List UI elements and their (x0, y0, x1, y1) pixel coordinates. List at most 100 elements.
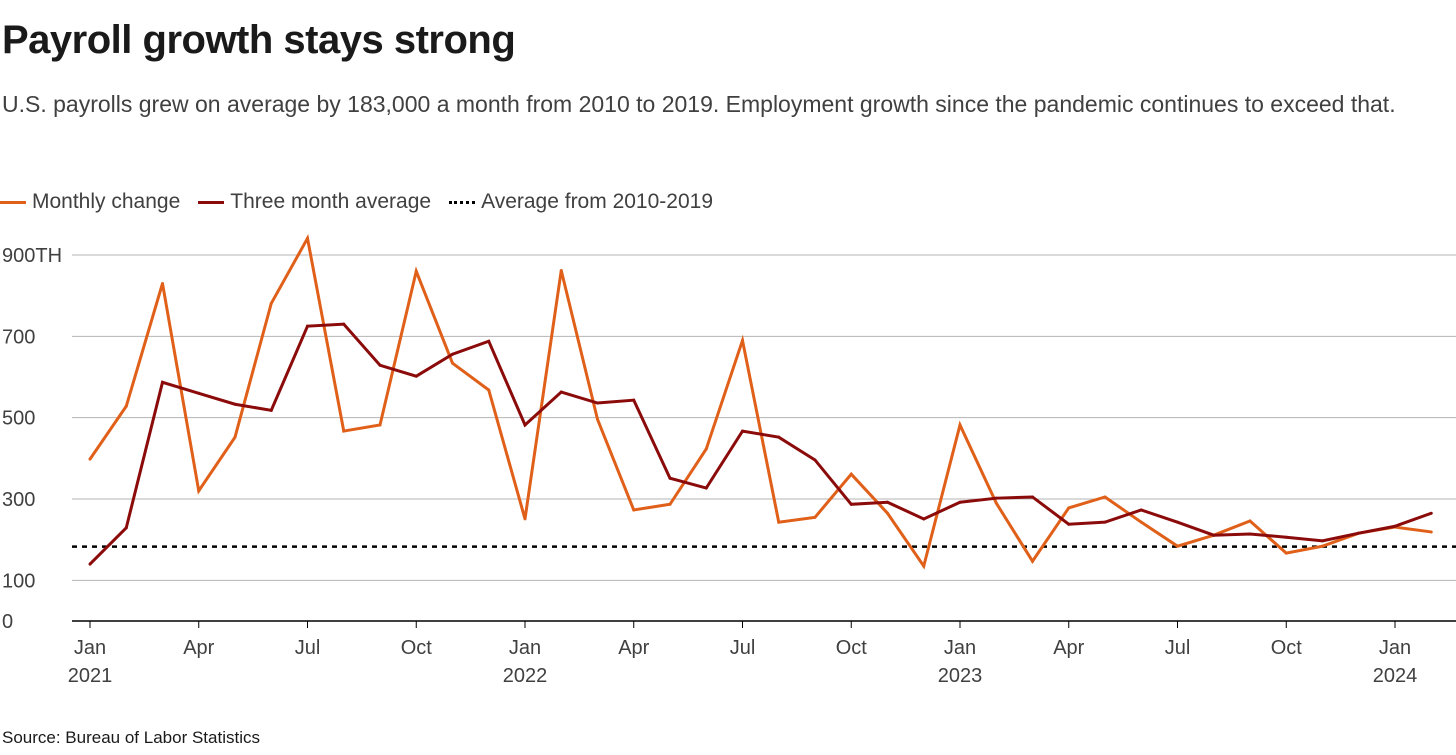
legend-item-three-month: Three month average (198, 190, 431, 214)
x-tick-label: Apr (1053, 637, 1084, 659)
three-month-average-point (559, 390, 563, 394)
y-tick-label: 300 (2, 489, 35, 511)
monthly-change-point (922, 564, 926, 568)
y-tick-label: 0 (2, 611, 13, 633)
monthly-change-point (124, 404, 128, 408)
chart-subtitle: U.S. payrolls grew on average by 183,000… (2, 91, 1396, 117)
monthly-change-point (704, 447, 708, 451)
three-month-average-point (704, 486, 708, 490)
monthly-change-point (487, 388, 491, 392)
three-month-average-point (1103, 520, 1107, 524)
three-month-average-point (922, 517, 926, 521)
chart-title: Payroll growth stays strong (2, 18, 516, 62)
three-month-average-point (306, 324, 309, 328)
three-month-average-point (1321, 539, 1324, 543)
three-month-average-point (741, 429, 744, 433)
three-month-average-point (849, 502, 853, 506)
monthly-change-point (161, 281, 164, 285)
three-month-average-point (1284, 535, 1288, 539)
x-tick-label: Jan (1379, 637, 1411, 659)
monthly-change-point (741, 338, 744, 342)
three-month-average-point (342, 322, 346, 326)
three-month-average-point (523, 423, 527, 427)
monthly-change-point (559, 268, 563, 272)
monthly-change-point (414, 269, 418, 273)
monthly-change-point (1139, 520, 1143, 524)
x-tick-label: Oct (1271, 637, 1303, 659)
three-month-average-point (414, 374, 418, 378)
x-tick-year-label: 2024 (1373, 665, 1418, 687)
three-month-average-point (1212, 533, 1216, 537)
y-tick-label: 500 (2, 408, 35, 430)
monthly-change-point (1248, 519, 1252, 523)
monthly-change-point (342, 429, 346, 433)
three-month-average-point (596, 401, 599, 405)
x-tick-label: Oct (836, 637, 868, 659)
legend: Monthly change Three month average Avera… (0, 190, 731, 214)
monthly-change-point (1284, 551, 1288, 555)
monthly-change-point (1103, 495, 1107, 499)
monthly-change-point (88, 457, 92, 461)
monthly-change-point (451, 361, 454, 365)
monthly-change-point (1031, 559, 1034, 563)
three-month-average-point (197, 391, 201, 395)
monthly-change-point (1429, 530, 1433, 534)
legend-label-three-month: Three month average (230, 190, 432, 213)
monthly-change-point (269, 301, 273, 305)
monthly-change-point (378, 423, 382, 427)
monthly-change-point (1067, 506, 1071, 510)
x-tick-label: Jul (1165, 637, 1191, 659)
three-month-average-point (1248, 532, 1252, 536)
three-month-average-point (1429, 511, 1433, 515)
three-month-average-point (233, 402, 237, 406)
monthly-change-point (994, 501, 998, 505)
three-month-average-point (1393, 524, 1397, 528)
monthly-change-line (88, 233, 1432, 570)
legend-swatch-three-month (198, 200, 225, 204)
monthly-change-point (523, 517, 527, 521)
monthly-change-point (233, 435, 237, 439)
three-month-average-point (1139, 508, 1143, 512)
three-month-average-point (632, 398, 636, 402)
three-month-average-point (1067, 522, 1071, 526)
monthly-change-point (596, 417, 599, 421)
legend-swatch-monthly (0, 200, 26, 204)
three-month-average-point (1031, 495, 1034, 499)
three-month-average-point (813, 458, 817, 462)
three-month-average-point (487, 339, 491, 343)
three-month-average-point (124, 526, 128, 530)
monthly-change-point (306, 236, 309, 240)
monthly-change-point (668, 502, 672, 506)
monthly-change-point (1176, 544, 1179, 548)
x-tick-label: Jan (944, 637, 976, 659)
x-tick-label: Apr (618, 637, 649, 659)
three-month-average-point (668, 476, 672, 480)
three-month-average-point (451, 352, 454, 356)
x-tick-label: Jul (730, 637, 756, 659)
y-tick-label: 100 (2, 570, 35, 592)
y-tick-label: 900TH (2, 245, 62, 267)
legend-label-average: Average from 2010-2019 (481, 190, 713, 213)
legend-label-monthly: Monthly change (32, 190, 181, 213)
x-tick-year-label: 2023 (938, 665, 983, 687)
three-month-average-point (378, 363, 382, 367)
x-tick-year-label: 2021 (68, 665, 113, 687)
three-month-average-point (269, 408, 273, 412)
monthly-change-point (958, 423, 962, 427)
monthly-change-point (886, 511, 889, 515)
three-month-average-point (1357, 531, 1361, 535)
three-month-average-line (88, 322, 1432, 566)
three-month-average-point (958, 500, 962, 504)
x-tick-label: Jan (509, 637, 541, 659)
three-month-average-point (994, 496, 998, 500)
three-month-average-point (777, 435, 781, 439)
x-tick-label: Jul (295, 637, 321, 659)
monthly-change-point (632, 508, 636, 512)
three-month-average-point (88, 562, 92, 566)
monthly-change-point (813, 515, 817, 519)
monthly-change-point (849, 472, 853, 476)
x-tick-label: Apr (183, 637, 214, 659)
monthly-change-point (1321, 544, 1324, 548)
x-tick-year-label: 2022 (503, 665, 548, 687)
